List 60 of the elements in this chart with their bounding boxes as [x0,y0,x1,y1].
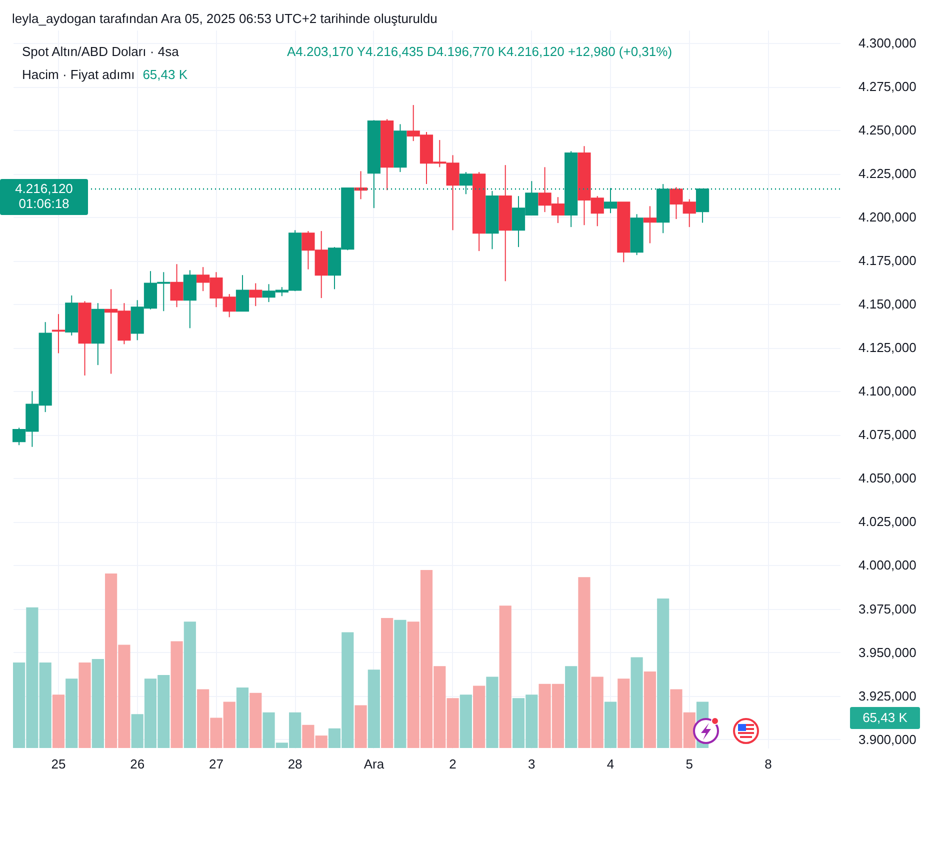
y-tick-label: 4.025,000 [858,514,916,530]
y-tick-label: 4.150,000 [858,296,916,312]
bar [368,670,380,748]
bar [644,671,656,748]
y-tick-label: 4.300,000 [858,36,916,51]
y-tick-label: 4.125,000 [858,340,916,356]
y-tick-label: 4.050,000 [858,470,916,486]
x-tick-label: 8 [764,756,772,772]
y-tick-label: 4.250,000 [858,122,916,138]
bar [381,618,394,748]
annotation: 01:06:18 [18,196,70,212]
bar [354,705,367,748]
bar [460,694,472,748]
candlestick [236,274,250,312]
candlestick [249,282,262,307]
y-tick-label: 4.075,000 [858,427,916,442]
candlestick [170,264,184,308]
bar [92,659,104,748]
x-tick-label: 3 [528,756,536,772]
x-tick-label: 28 [288,756,302,772]
y-tick-label: 4.275,000 [858,79,916,94]
bar [604,702,617,748]
y-tick-label: 3.925,000 [858,688,916,704]
y-tick-label: 4.175,000 [858,253,916,268]
x-tick-label: 26 [130,756,145,772]
bar [78,662,91,748]
bar [486,676,498,748]
annotation: 65,43 K [142,67,188,82]
x-tick-label: 25 [51,756,66,772]
x-tick-label: 2 [449,756,456,772]
bar [618,678,630,748]
bar [473,686,486,748]
text: Spot Altın/ABD Doları · 4sa [22,44,179,59]
bar [630,657,643,748]
text: A4.203,170 Y4.216,435 D4.196,770 K4.216,120 +12,980 (+0,31%) [287,44,672,59]
y-tick-label: 4.100,000 [858,384,916,399]
x-tick-label: Ara [364,756,385,772]
y-tick-label: 4.200,000 [858,210,916,225]
bar [236,687,249,748]
x-tick-label: 27 [208,756,224,772]
annotation: Hacim · Fiyat adımı [22,67,135,82]
text: 65,43 K [850,706,920,729]
candlestick [643,206,656,244]
bar [52,694,65,748]
y-tick-label: 4.225,000 [858,166,916,182]
bar [657,598,670,748]
bar [499,606,512,748]
y-tick-label: 4.000,000 [858,558,916,573]
x-tick-label: 5 [686,756,693,772]
y-tick-label: 3.975,000 [858,601,916,616]
bar [184,622,196,748]
x-tick-label: 4 [606,756,614,772]
y-tick-label: 3.950,000 [858,644,916,660]
y-tick-label: 3.900,000 [858,732,916,747]
bar [250,692,262,748]
bar [66,678,78,748]
bar [565,666,578,748]
bar [394,620,406,748]
bar [170,641,183,748]
text: leyla_aydogan tarafından Ara 05, 2025 06:53 UTC+2 tarihinde oluşturuldu [12,11,438,26]
